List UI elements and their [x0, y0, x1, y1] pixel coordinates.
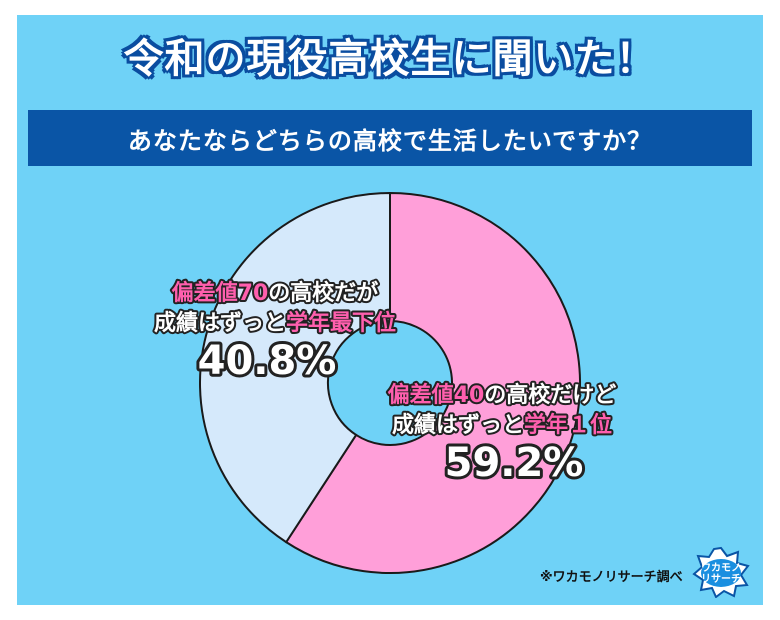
- donut-slice-0: [284, 191, 581, 574]
- slice-label-line1-0: 偏差値40の高校だけど: [388, 382, 617, 408]
- slice-label-line1-1: 偏差値70の高校だが: [172, 280, 379, 306]
- donut-slice-1: [199, 191, 391, 544]
- source-credit: ※ワカモノリサーチ調べ: [540, 570, 683, 585]
- page-title: 令和の現役高校生に聞いた！: [123, 36, 657, 82]
- wakamono-research-logo: ワカモノ リサーチ: [692, 546, 750, 598]
- slice-label-line2-1: 成績はずっと学年最下位: [154, 310, 396, 336]
- logo-text-line1: ワカモノ: [701, 562, 741, 574]
- slice-value-label-0: 59.2%: [445, 440, 584, 486]
- question-banner: あなたならどちらの高校で生活したいですか？: [28, 110, 752, 166]
- slice-label-line2-0: 成績はずっと学年１位: [392, 412, 612, 438]
- logo-text-line2: リサーチ: [701, 573, 741, 585]
- question-text: あなたならどちらの高校で生活したいですか？: [127, 126, 653, 155]
- slice-value-label-1: 40.8%: [198, 338, 337, 384]
